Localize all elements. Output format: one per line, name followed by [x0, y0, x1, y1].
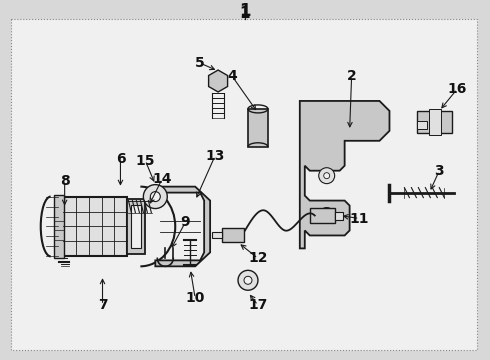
Circle shape [324, 173, 330, 179]
Circle shape [150, 192, 160, 202]
Text: 4: 4 [227, 69, 237, 83]
Text: 17: 17 [248, 298, 268, 312]
Text: 2: 2 [347, 69, 357, 83]
Bar [429, 109, 441, 135]
Text: 11: 11 [350, 212, 369, 225]
Bar [63, 197, 127, 256]
Circle shape [324, 212, 330, 219]
Bar [417, 121, 427, 129]
Bar [131, 204, 142, 248]
Text: 8: 8 [60, 174, 70, 188]
Circle shape [318, 208, 335, 224]
Polygon shape [155, 186, 210, 266]
Bar [222, 229, 244, 242]
Bar [127, 199, 146, 255]
Bar [248, 109, 268, 147]
Text: 5: 5 [196, 56, 205, 70]
Bar [212, 233, 222, 238]
Text: 6: 6 [116, 152, 125, 166]
Circle shape [244, 276, 252, 284]
Text: 3: 3 [435, 164, 444, 178]
Bar [310, 208, 335, 224]
Text: 13: 13 [205, 149, 225, 163]
Text: 16: 16 [447, 82, 467, 96]
Text: 1: 1 [239, 2, 251, 20]
Circle shape [318, 168, 335, 184]
Text: 7: 7 [98, 298, 107, 312]
Bar [417, 111, 452, 133]
Bar [54, 195, 64, 258]
Text: 10: 10 [186, 291, 205, 305]
Bar [335, 212, 343, 220]
Text: 15: 15 [136, 154, 155, 168]
Text: 14: 14 [152, 172, 172, 186]
Text: 1: 1 [240, 6, 250, 21]
Text: 9: 9 [180, 216, 190, 229]
Circle shape [238, 270, 258, 290]
Text: 12: 12 [248, 251, 268, 265]
Circle shape [144, 185, 167, 208]
Polygon shape [300, 101, 390, 248]
